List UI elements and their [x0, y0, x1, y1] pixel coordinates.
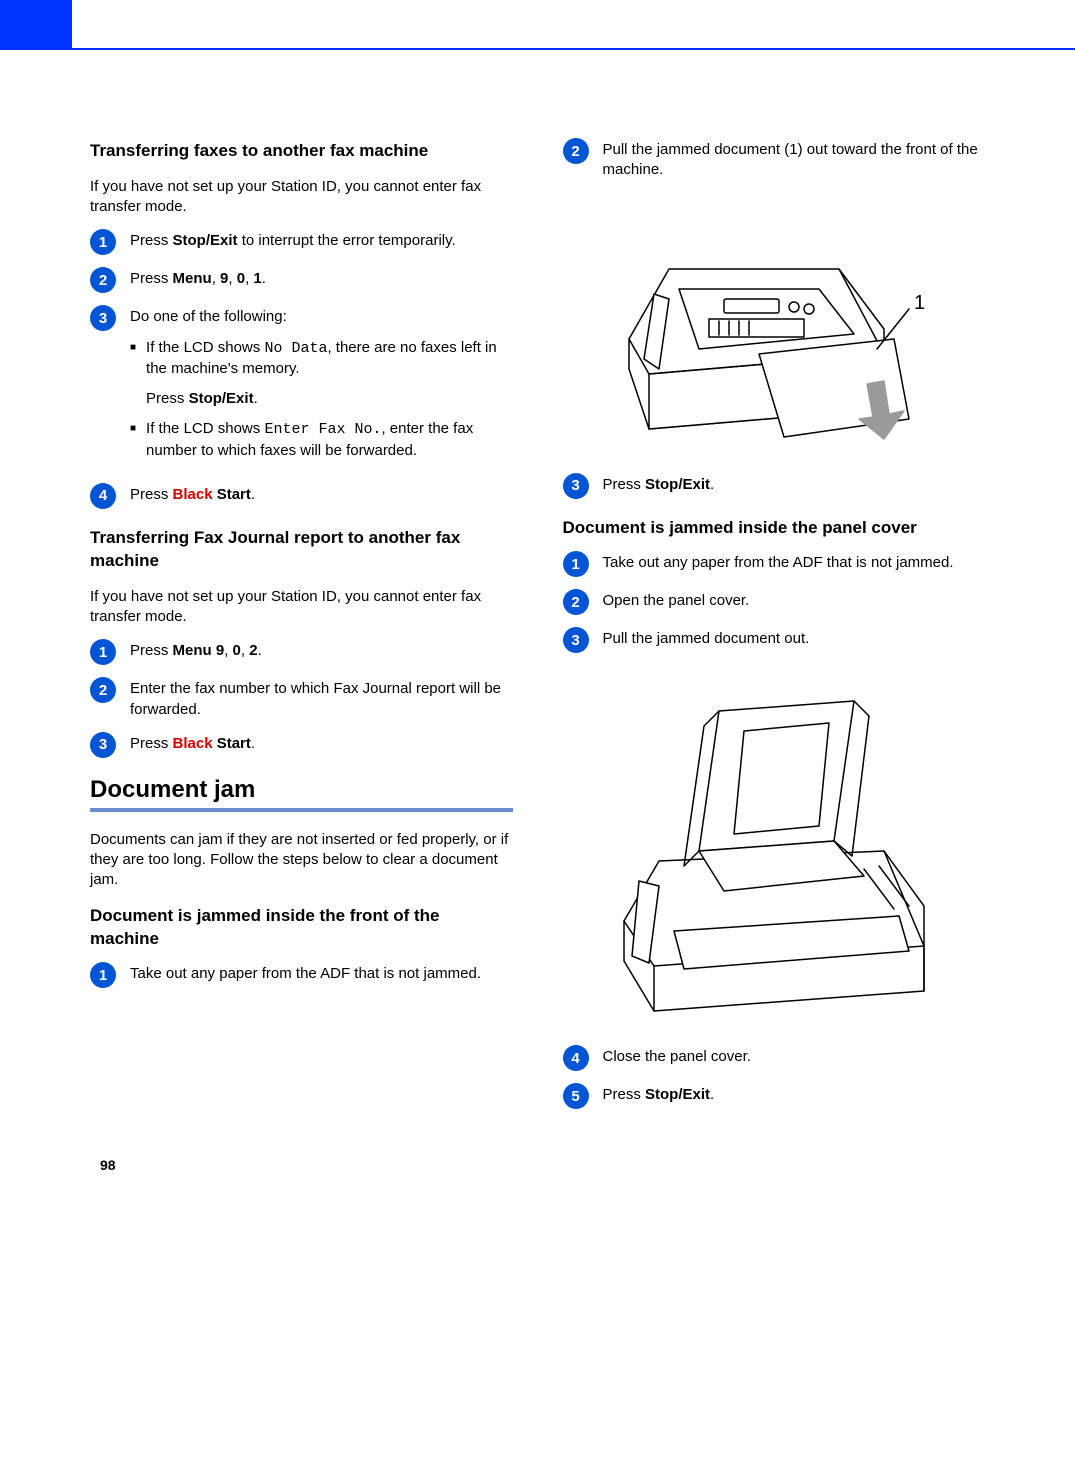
right-column: 2 Pull the jammed document (1) out towar… [563, 140, 986, 1127]
fax-machine-icon: 1 [609, 199, 939, 459]
step-text: Take out any paper from the ADF that is … [130, 964, 513, 984]
step-badge-4: 4 [563, 1045, 589, 1071]
steps-list-continued: 3 Press Stop/Exit. [563, 475, 986, 499]
section-rule [90, 808, 513, 812]
step-badge-1: 1 [90, 229, 116, 255]
bullet-item: If the LCD shows Enter Fax No., enter th… [130, 419, 513, 461]
header-tab [0, 0, 72, 50]
step-text: Press Stop/Exit. [603, 475, 986, 495]
figure-fax-panel-open [563, 671, 986, 1031]
step-text: Do one of the following: If the LCD show… [130, 307, 513, 471]
steps-list: 1 Take out any paper from the ADF that i… [563, 553, 986, 653]
step-badge-2: 2 [90, 267, 116, 293]
step-badge-3: 3 [90, 305, 116, 331]
bullet-item: If the LCD shows No Data, there are no f… [130, 338, 513, 410]
steps-list: 1 Press Menu 9, 0, 2. 2 Enter the fax nu… [90, 641, 513, 758]
step-badge-2: 2 [563, 138, 589, 164]
step-badge-2: 2 [563, 589, 589, 615]
step-badge-1: 1 [90, 962, 116, 988]
header-tab-bar [0, 0, 1075, 50]
step-text: Press Black Start. [130, 485, 513, 505]
steps-list-continued: 4 Close the panel cover. 5 Press Stop/Ex… [563, 1047, 986, 1109]
heading-transferring-journal: Transferring Fax Journal report to anoth… [90, 527, 513, 573]
steps-list: 1 Take out any paper from the ADF that i… [90, 964, 513, 988]
step-badge-4: 4 [90, 483, 116, 509]
heading-jam-panel: Document is jammed inside the panel cove… [563, 517, 986, 540]
step-text: Open the panel cover. [603, 591, 986, 611]
step-badge-1: 1 [563, 551, 589, 577]
step-badge-5: 5 [563, 1083, 589, 1109]
page-number: 98 [90, 1157, 985, 1173]
step-text: Pull the jammed document out. [603, 629, 986, 649]
step-text: Press Menu, 9, 0, 1. [130, 269, 513, 289]
step-text: Take out any paper from the ADF that is … [603, 553, 986, 573]
step-text: Press Stop/Exit. [603, 1085, 986, 1105]
step-text: Press Black Start. [130, 734, 513, 754]
intro-text: Documents can jam if they are not insert… [90, 830, 513, 891]
steps-list-continued: 2 Pull the jammed document (1) out towar… [563, 140, 986, 181]
left-column: Transferring faxes to another fax machin… [90, 140, 513, 1127]
bullet-list: If the LCD shows No Data, there are no f… [130, 338, 513, 461]
intro-text: If you have not set up your Station ID, … [90, 587, 513, 628]
intro-text: If you have not set up your Station ID, … [90, 177, 513, 218]
step-badge-3: 3 [563, 473, 589, 499]
step-text: Pull the jammed document (1) out toward … [603, 140, 986, 181]
step-badge-1: 1 [90, 639, 116, 665]
step-text: Press Menu 9, 0, 2. [130, 641, 513, 661]
heading-jam-front: Document is jammed inside the front of t… [90, 905, 513, 951]
step-text: Close the panel cover. [603, 1047, 986, 1067]
step-text: Press Stop/Exit to interrupt the error t… [130, 231, 513, 251]
heading-document-jam: Document jam [90, 776, 513, 804]
step-badge-2: 2 [90, 677, 116, 703]
step-text: Enter the fax number to which Fax Journa… [130, 679, 513, 720]
page-body: Transferring faxes to another fax machin… [0, 50, 1075, 1213]
heading-transferring-faxes: Transferring faxes to another fax machin… [90, 140, 513, 163]
figure-callout-label: 1 [914, 292, 925, 314]
step-badge-3: 3 [90, 732, 116, 758]
steps-list: 1 Press Stop/Exit to interrupt the error… [90, 231, 513, 509]
fax-machine-open-icon [604, 671, 944, 1031]
figure-fax-front: 1 [563, 199, 986, 459]
step-badge-3: 3 [563, 627, 589, 653]
